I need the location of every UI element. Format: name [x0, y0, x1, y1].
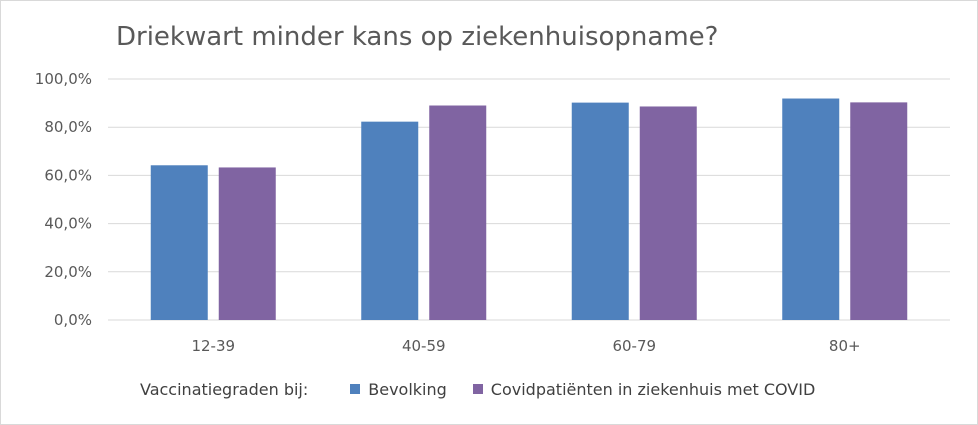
legend-swatch-bevolking — [350, 384, 361, 394]
bars — [150, 98, 908, 320]
legend: Vaccinatiegraden bij: Bevolking Covidpat… — [140, 378, 841, 400]
y-tick-label: 0,0% — [54, 311, 92, 329]
bar-covidpatienten-60-79 — [639, 106, 697, 320]
bar-bevolking-12-39 — [150, 165, 208, 320]
y-tick-label: 80,0% — [44, 118, 92, 136]
x-tick-label: 12-39 — [191, 337, 235, 355]
legend-item-bevolking: Bevolking — [350, 380, 447, 399]
x-axis-labels: 12-39 40-59 60-79 80+ — [191, 337, 860, 355]
y-tick-label: 40,0% — [44, 215, 92, 233]
legend-item-covidpatienten: Covidpatiënten in ziekenhuis met COVID — [472, 379, 816, 399]
x-tick-label: 60-79 — [612, 337, 656, 355]
legend-swatch-covidpatienten — [472, 384, 483, 394]
bar-covidpatienten-80+ — [850, 102, 908, 320]
x-tick-label: 40-59 — [402, 337, 446, 355]
x-tick-label: 80+ — [829, 337, 861, 355]
bar-covidpatienten-40-59 — [429, 105, 487, 320]
y-tick-label: 20,0% — [44, 263, 92, 281]
y-tick-label: 60,0% — [44, 166, 92, 184]
bar-bevolking-40-59 — [361, 121, 419, 320]
y-tick-label: 100,0% — [35, 70, 92, 88]
bar-bevolking-60-79 — [571, 102, 629, 320]
legend-label-bevolking: Bevolking — [368, 379, 447, 399]
bar-bevolking-80+ — [782, 98, 840, 320]
legend-title: Vaccinatiegraden bij: — [140, 379, 309, 399]
y-axis-labels: 0,0% 20,0% 40,0% 60,0% 80,0% 100,0% — [35, 70, 92, 329]
bar-covidpatienten-12-39 — [218, 167, 276, 320]
legend-label-covidpatienten: Covidpatiënten in ziekenhuis met COVID — [490, 379, 816, 399]
chart-title: Driekwart minder kans op ziekenhuisopnam… — [116, 22, 719, 52]
